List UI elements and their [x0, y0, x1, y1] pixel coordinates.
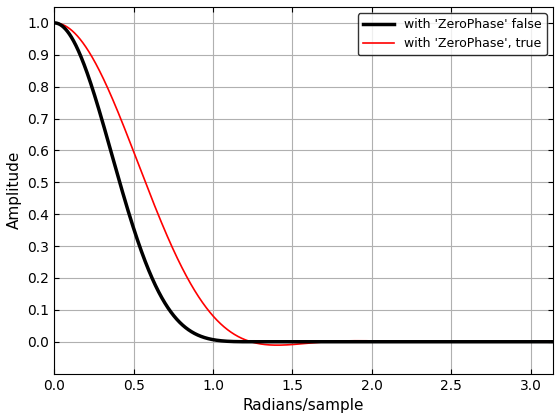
Y-axis label: Amplitude: Amplitude [7, 151, 22, 229]
with 'ZeroPhase', true [492, 339, 499, 344]
X-axis label: Radians/sample: Radians/sample [243, 398, 365, 413]
with 'ZeroPhase', true [549, 339, 556, 344]
with 'ZeroPhase', true [51, 20, 58, 25]
with 'ZeroPhase' false [549, 339, 556, 344]
with 'ZeroPhase' false [90, 57, 97, 62]
with 'ZeroPhase', true [90, 90, 97, 95]
with 'ZeroPhase', true [456, 339, 463, 344]
with 'ZeroPhase', true [384, 339, 390, 344]
with 'ZeroPhase' false [274, 343, 281, 348]
with 'ZeroPhase', true [518, 339, 525, 344]
Line: with 'ZeroPhase' false: with 'ZeroPhase' false [54, 23, 553, 345]
Line: with 'ZeroPhase', true: with 'ZeroPhase', true [54, 23, 553, 342]
with 'ZeroPhase' false [518, 339, 525, 344]
with 'ZeroPhase' false [384, 339, 390, 344]
with 'ZeroPhase' false [536, 339, 543, 344]
with 'ZeroPhase' false [492, 339, 499, 344]
with 'ZeroPhase', true [536, 339, 543, 344]
with 'ZeroPhase', true [493, 339, 500, 344]
with 'ZeroPhase' false [456, 339, 463, 344]
with 'ZeroPhase' false [51, 20, 58, 25]
Legend: with 'ZeroPhase' false, with 'ZeroPhase', true: with 'ZeroPhase' false, with 'ZeroPhase'… [358, 13, 547, 55]
